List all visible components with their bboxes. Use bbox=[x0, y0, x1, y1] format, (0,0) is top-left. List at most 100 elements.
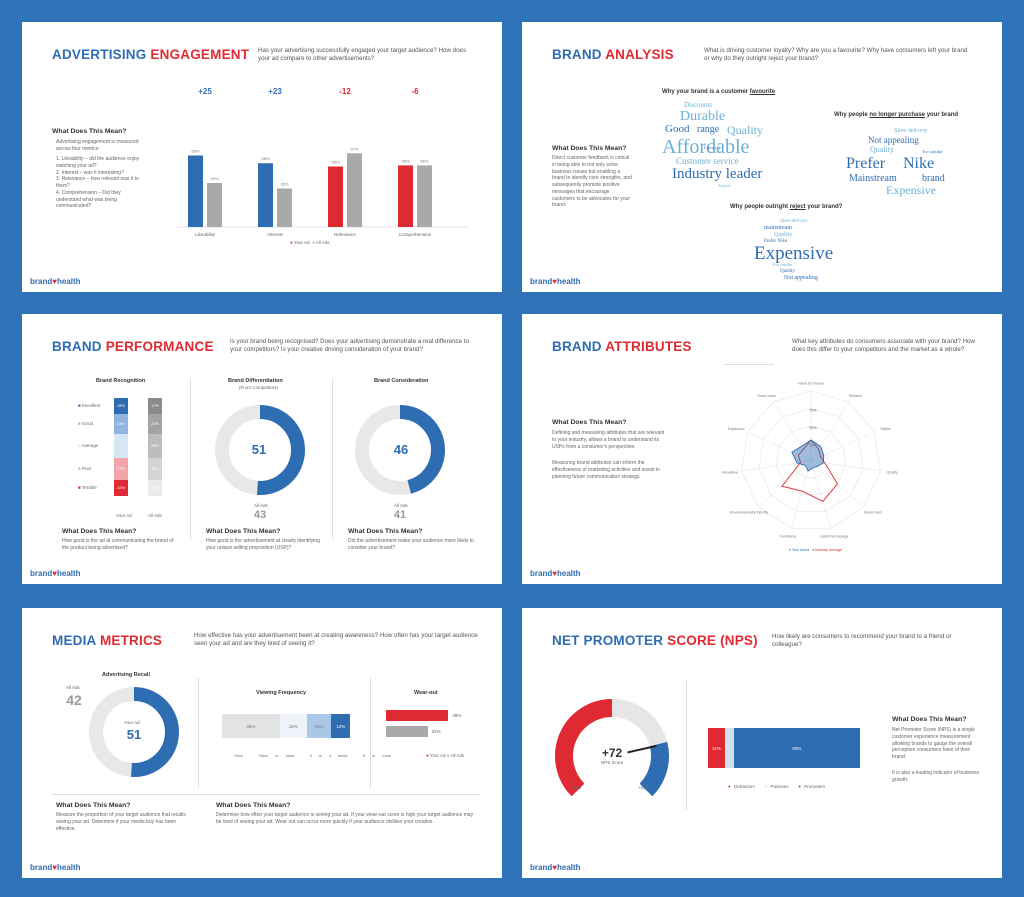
data-label: 65% bbox=[191, 149, 199, 154]
legend-item: Promoters bbox=[804, 784, 826, 789]
radar-ring-label: 75% bbox=[809, 409, 817, 413]
slide-brand-attributes[interactable]: BRAND ATTRIBUTES What key attributes do … bbox=[522, 314, 1002, 584]
explanation-heading: What Does This Mean? bbox=[552, 419, 627, 426]
bar-all-ads bbox=[417, 165, 432, 227]
data-label: 56% bbox=[420, 158, 428, 163]
slide-title: BRAND ATTRIBUTES bbox=[552, 339, 692, 354]
radar-grid-ring bbox=[776, 425, 846, 495]
cloud-word: Customer service bbox=[676, 156, 739, 166]
cloud-word: Too similar bbox=[772, 262, 793, 267]
cloud-word: Quality bbox=[774, 232, 792, 238]
data-label: 58% bbox=[261, 156, 269, 161]
cloud-word: Industry leader bbox=[672, 166, 763, 182]
frequency-segment: 15% bbox=[279, 714, 307, 738]
recognition-level-label: ■ Poor bbox=[78, 466, 92, 471]
slide-net-promoter-score[interactable]: NET PROMOTER SCORE (NPS) How likely are … bbox=[522, 608, 1002, 878]
cloud-word: brand bbox=[922, 173, 945, 184]
cloud2-title: Why people no longer purchase your brand bbox=[834, 112, 958, 118]
cloud-word: Expensive bbox=[754, 243, 834, 264]
cloud-word: Quality bbox=[780, 269, 795, 274]
explanation-body: How good is the advertisement at clearly… bbox=[206, 538, 320, 551]
list-item-text: Comprehension – Did they understand what… bbox=[56, 189, 121, 210]
radar-axis-label: Innovative bbox=[722, 471, 738, 475]
logo-part: health bbox=[56, 569, 81, 578]
radar-axis-label: Brand trust bbox=[864, 511, 882, 515]
cloud-word: Mainstream bbox=[849, 173, 897, 184]
category-label: Relevance bbox=[334, 232, 356, 237]
legend-item: Once bbox=[234, 754, 244, 758]
recognition-segment: 28% bbox=[148, 434, 162, 458]
explanation-body: Defining and measuring attributes that a… bbox=[552, 430, 665, 450]
list-item: 2. Interest – was it interesting? bbox=[56, 169, 124, 176]
bar-all-ads bbox=[347, 153, 362, 227]
slide-brand-performance[interactable]: BRAND PERFORMANCE Is your brand being re… bbox=[22, 314, 502, 584]
radar-axis-label: Environmentally friendly bbox=[730, 511, 768, 515]
logo-part: brand bbox=[530, 277, 553, 286]
cloud-title-text: Why people bbox=[834, 112, 868, 118]
radar-axis-label: Latest technology bbox=[820, 534, 848, 538]
wearout-value: 32% bbox=[431, 729, 441, 734]
explanation-intro: Advertising engagement is measured acros… bbox=[56, 139, 139, 152]
cloud-word: Nike bbox=[903, 155, 935, 172]
radar-axis-line bbox=[747, 431, 812, 462]
cloud-title-emphasis: no longer purchase bbox=[869, 112, 926, 118]
data-label: 40% bbox=[210, 176, 218, 181]
cloud-word: Slow delivery bbox=[780, 219, 808, 224]
cloud3-title: Why people outright reject your brand? bbox=[730, 204, 842, 210]
slide-title: ADVERTISING ENGAGEMENT bbox=[52, 47, 249, 62]
data-label: 35% bbox=[280, 182, 288, 187]
chart-legend: ● Your Ad ● All Ads bbox=[290, 240, 330, 245]
wearout-value: 48% bbox=[452, 713, 462, 718]
list-item-text: Relevance – how relevant was it to them? bbox=[56, 176, 139, 189]
legend-your-ad: Your Ad bbox=[293, 240, 310, 245]
differentiation-gauge bbox=[215, 405, 305, 495]
slide-advertising-engagement[interactable]: ADVERTISING ENGAGEMENT Has your advertis… bbox=[22, 22, 502, 292]
explanation-heading: What Does This Mean? bbox=[206, 528, 281, 535]
slide-brand-analysis[interactable]: BRAND ANALYSIS What is driving customer … bbox=[522, 22, 1002, 292]
recognition-segment: 18% bbox=[148, 480, 162, 496]
cloud-word: Too similar bbox=[922, 149, 943, 154]
bar-your-ad bbox=[398, 165, 413, 227]
consideration-value: 46 bbox=[393, 442, 409, 457]
nps-legend: ● Detractors ● Passives ● Promoters bbox=[728, 784, 825, 789]
frequency-segment: 45% bbox=[222, 714, 280, 738]
legend-item: All Ads bbox=[450, 753, 465, 758]
explanation-heading: What Does This Mean? bbox=[892, 716, 967, 723]
logo-part: health bbox=[556, 277, 581, 286]
logo-part: brand bbox=[30, 863, 53, 872]
recognition-level-label: ■ Excellent bbox=[78, 403, 101, 408]
title-part-b: ANALYSIS bbox=[605, 47, 674, 62]
your-ad-label: Your Ad bbox=[124, 720, 140, 725]
logo-part: brand bbox=[530, 569, 553, 578]
list-item: 4. Comprehension – Did they understand w… bbox=[56, 189, 121, 210]
cloud-title-emphasis: reject bbox=[789, 204, 806, 210]
legend-item: Your Ad bbox=[429, 753, 446, 758]
explanation-body: Measure the proportion of your target au… bbox=[56, 812, 186, 832]
radar-grid-ring bbox=[758, 408, 864, 512]
slide-media-metrics[interactable]: MEDIA METRICS How effective has your adv… bbox=[22, 608, 502, 878]
title-part-a: BRAND bbox=[52, 339, 102, 354]
radar-axis-label: Quality bbox=[887, 471, 898, 475]
radar-series-industry bbox=[781, 439, 839, 502]
nps-stacked-bar: 11% 83% bbox=[708, 728, 860, 768]
data-label: 67% bbox=[350, 146, 358, 151]
explanation-heading: What Does This Mean? bbox=[552, 145, 627, 152]
slide-question: Is your brand being recognised? Does you… bbox=[230, 338, 469, 354]
cloud-title-text: your brand? bbox=[807, 204, 843, 210]
recognition-segment: 22% bbox=[148, 414, 162, 434]
explanation-heading: What Does This Mean? bbox=[216, 802, 291, 809]
explanation-body: It is also a leading indicator of busine… bbox=[892, 770, 979, 783]
all-ads-label: All Ads bbox=[66, 685, 80, 690]
radar-axis-line bbox=[772, 401, 812, 462]
radar-axis-line bbox=[810, 431, 875, 462]
recognition-title: Brand Recognition bbox=[96, 378, 146, 384]
recognition-segment: 17% bbox=[148, 398, 162, 414]
brand-logo: brand♥health bbox=[530, 863, 581, 872]
logo-heart-icon: ♥ bbox=[52, 569, 57, 578]
cloud-word: Good bbox=[665, 123, 690, 135]
cloud-word: Prefer Nike bbox=[764, 239, 788, 244]
level-swatch-icon: ■ bbox=[78, 485, 81, 490]
differentiation-value: 51 bbox=[251, 442, 267, 457]
nps-label: NPS Score bbox=[601, 760, 624, 765]
explanation-body: Net Promoter Score (NPS) is a single cus… bbox=[892, 727, 975, 760]
